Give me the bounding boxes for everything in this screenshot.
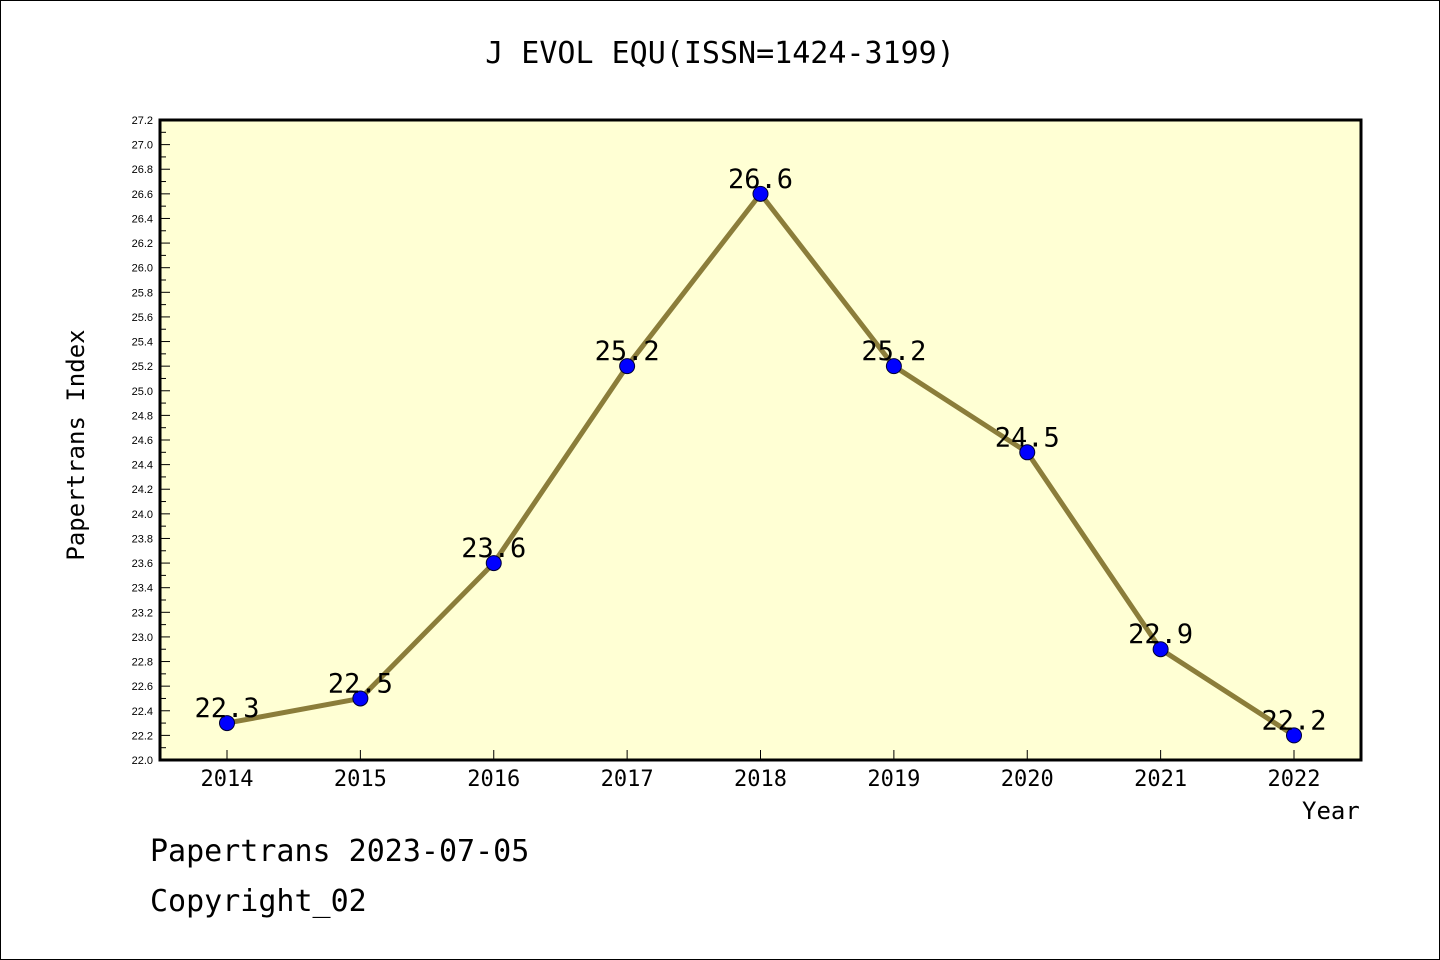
y-tick-label: 22.6 bbox=[132, 681, 153, 693]
data-point bbox=[485, 555, 502, 572]
data-point bbox=[885, 358, 902, 375]
y-tick-label: 25.4 bbox=[132, 337, 153, 349]
data-label: 23.6 bbox=[461, 533, 526, 564]
data-points bbox=[219, 185, 1302, 744]
y-tick-label: 25.6 bbox=[132, 312, 153, 324]
data-point bbox=[219, 715, 235, 732]
y-tick-label: 25.0 bbox=[132, 386, 153, 398]
y-tick-label: 22.8 bbox=[132, 657, 153, 669]
data-label: 22.2 bbox=[1261, 705, 1326, 736]
data-point bbox=[1019, 444, 1036, 461]
y-tick-label: 26.6 bbox=[132, 189, 153, 201]
y-tick-label: 23.6 bbox=[132, 558, 153, 570]
y-tick-label: 25.8 bbox=[132, 287, 153, 299]
y-tick-label: 24.2 bbox=[132, 484, 153, 496]
data-point bbox=[1152, 641, 1169, 658]
x-tick-label: 2019 bbox=[867, 767, 920, 792]
y-tick-label: 23.8 bbox=[132, 533, 153, 545]
y-tick-label: 26.0 bbox=[132, 263, 153, 275]
data-label: 25.2 bbox=[861, 336, 926, 367]
y-tick-label: 23.2 bbox=[132, 607, 153, 619]
footer-source: Papertrans 2023-07-05 bbox=[150, 834, 530, 869]
x-tick-label: 2018 bbox=[734, 767, 787, 792]
data-labels: 22.3 22.5 23.6 25.2 26.6 25.2 24.5 22.9 22.2 bbox=[194, 164, 1326, 737]
x-axis-label: Year bbox=[1302, 797, 1360, 825]
y-tick-label: 26.8 bbox=[132, 164, 153, 176]
y-tick-label: 23.4 bbox=[132, 583, 153, 595]
y-tick-label: 26.4 bbox=[132, 213, 153, 225]
data-point bbox=[619, 358, 636, 375]
x-tick-label: 2016 bbox=[467, 767, 520, 792]
x-tick-label: 2014 bbox=[201, 767, 254, 792]
x-tick-label: 2021 bbox=[1134, 767, 1187, 792]
y-tick-label: 24.8 bbox=[132, 410, 153, 422]
data-label: 26.6 bbox=[728, 164, 793, 195]
y-tick-label: 27.2 bbox=[132, 115, 153, 127]
data-point bbox=[752, 185, 769, 202]
data-label: 22.9 bbox=[1128, 619, 1193, 650]
y-tick-label: 24.4 bbox=[132, 460, 153, 472]
y-tick-label: 22.4 bbox=[132, 706, 153, 718]
data-point bbox=[352, 690, 369, 707]
x-tick-label: 2017 bbox=[601, 767, 654, 792]
x-axis: 2014 2015 2016 2017 2018 2019 2020 2021 2022 bbox=[201, 750, 1321, 792]
x-tick-label: 2015 bbox=[334, 767, 387, 792]
y-tick-label: 22.0 bbox=[132, 755, 153, 767]
data-point bbox=[1286, 727, 1302, 744]
x-tick-label: 2022 bbox=[1268, 767, 1321, 792]
data-label: 24.5 bbox=[995, 422, 1060, 453]
y-tick-label: 25.2 bbox=[132, 361, 153, 373]
chart-title: J EVOL EQU(ISSN=1424-3199) bbox=[485, 36, 955, 71]
footer-copyright: Copyright_02 bbox=[150, 884, 367, 919]
x-tick-label: 2020 bbox=[1001, 767, 1054, 792]
data-label: 22.5 bbox=[328, 668, 393, 699]
y-tick-label: 23.0 bbox=[132, 632, 153, 644]
y-tick-label: 24.6 bbox=[132, 435, 153, 447]
data-label: 22.3 bbox=[194, 693, 259, 724]
y-tick-label: 22.2 bbox=[132, 730, 153, 742]
y-tick-label: 24.0 bbox=[132, 509, 153, 521]
data-label: 25.2 bbox=[595, 336, 660, 367]
y-tick-label: 26.2 bbox=[132, 238, 153, 250]
y-axis: 22.0 22.2 22.4 22.6 22.8 23.0 23.2 23.4 23.6 23.8… bbox=[132, 115, 170, 767]
y-tick-label: 27.0 bbox=[132, 140, 153, 152]
